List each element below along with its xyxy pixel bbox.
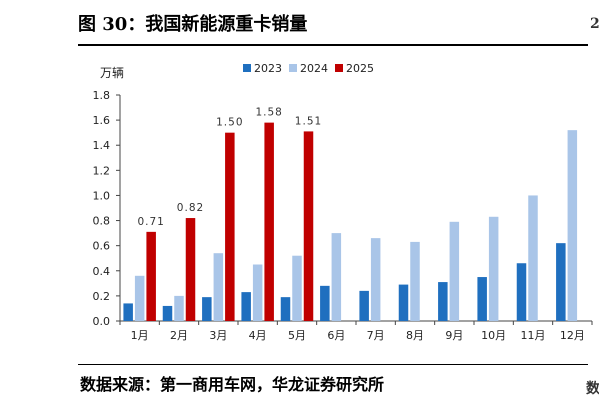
bar-2025	[185, 218, 196, 321]
data-label: 1.50	[216, 117, 243, 129]
x-tick-label: 6月	[327, 329, 345, 342]
legend-swatch	[335, 64, 343, 72]
y-tick-label: 0.2	[93, 290, 111, 303]
bar-2024	[252, 264, 263, 321]
bar-2024	[331, 233, 342, 321]
x-axis: 1月 2月 3月 4月 5月 6月 7月 8月 9月 10月 11月 12月	[119, 320, 593, 342]
bar-2023	[398, 284, 409, 321]
y-tick-label: 0.4	[93, 265, 111, 278]
bar-2024	[488, 216, 499, 321]
y-tick-label: 0.0	[93, 315, 111, 328]
bar-2024	[528, 195, 538, 321]
bar-2023	[438, 282, 448, 321]
bar-2023	[280, 297, 291, 321]
bar-2024	[410, 241, 420, 321]
bar-2025	[146, 231, 156, 321]
x-tick-label: 3月	[209, 329, 227, 342]
bar-2023	[320, 285, 330, 321]
bar-2025	[264, 122, 274, 321]
adjacent-column-text-bottom: 数	[586, 381, 599, 397]
legend-label: 2025	[346, 62, 374, 75]
figure-title: 图 30：我国新能源重卡销量	[78, 14, 308, 35]
x-tick-label: 9月	[445, 329, 463, 342]
legend-swatch	[243, 64, 251, 72]
bar-2024	[213, 253, 224, 321]
x-tick-label: 12月	[560, 329, 585, 342]
y-tick-label: 1.8	[93, 89, 111, 102]
y-axis: 0.0 0.2 0.4 0.6 0.8 1.0 1.2 1.4 1.6 1.8	[93, 89, 121, 328]
y-tick-label: 1.6	[93, 114, 111, 127]
data-label: 1.51	[295, 115, 322, 127]
y-tick-label: 1.2	[93, 164, 111, 177]
x-tick-label: 2月	[170, 329, 188, 342]
x-tick-label: 11月	[521, 329, 546, 342]
bar-2023	[556, 243, 566, 321]
source-note: 数据来源：第一商用车网，华龙证券研究所	[80, 375, 385, 394]
bar-2023	[516, 263, 527, 321]
data-label: 1.58	[255, 107, 282, 119]
source-rule	[78, 364, 588, 365]
bar-2023	[477, 277, 487, 321]
bar-2023	[123, 303, 133, 321]
legend-label: 2024	[300, 62, 328, 75]
legend: 2023 2024 2025	[243, 62, 374, 75]
x-tick-label: 8月	[406, 329, 424, 342]
data-labels: 0.71 0.82 1.50 1.58 1.51	[137, 107, 322, 228]
y-tick-label: 1.4	[93, 139, 111, 152]
x-tick-label: 7月	[367, 329, 385, 342]
bar-2023	[202, 297, 212, 321]
y-axis-label: 万辆	[100, 66, 124, 80]
x-tick-label: 4月	[249, 329, 267, 342]
data-label: 0.71	[137, 216, 164, 228]
bar-2024	[567, 130, 578, 321]
bar-2025	[303, 131, 314, 321]
legend-label: 2023	[254, 62, 282, 75]
title-rule	[78, 44, 588, 46]
bar-2024	[174, 295, 184, 321]
bar-2024	[292, 255, 302, 321]
bar-2023	[162, 305, 173, 321]
x-tick-label: 10月	[481, 329, 506, 342]
bar-2024	[134, 275, 145, 321]
bar-2024	[449, 221, 460, 321]
bar-2023	[359, 290, 369, 321]
adjacent-column-text: 2	[590, 16, 599, 32]
bar-2025	[225, 132, 235, 321]
legend-swatch	[289, 64, 297, 72]
x-tick-label: 1月	[131, 329, 149, 342]
bars	[123, 122, 578, 321]
bar-2024	[370, 238, 381, 321]
y-tick-label: 0.8	[93, 215, 111, 228]
y-tick-label: 0.6	[93, 240, 111, 253]
bar-2023	[241, 292, 251, 321]
x-tick-label: 5月	[288, 329, 306, 342]
data-label: 0.82	[177, 202, 204, 214]
y-tick-label: 1.0	[93, 189, 111, 202]
